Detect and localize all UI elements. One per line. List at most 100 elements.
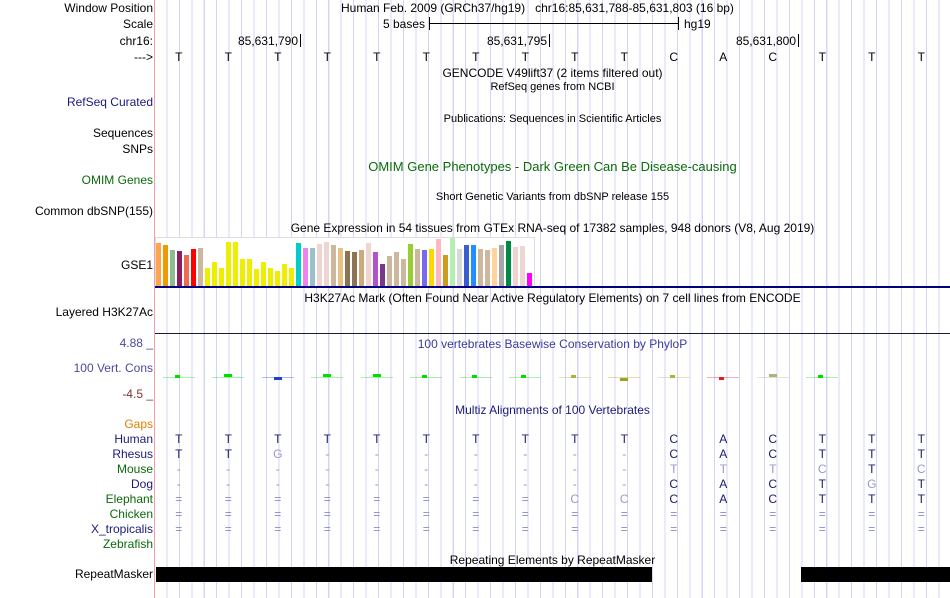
base-letter: T [571,50,579,64]
aligned-base: T [917,432,925,446]
gtex-bar[interactable] [331,245,336,287]
gtex-bar[interactable] [422,250,427,287]
gtex-bar[interactable] [457,249,462,287]
gencode-track-title[interactable]: GENCODE V49lift37 (2 items filtered out) [442,66,663,80]
gtex-bar[interactable] [310,248,315,287]
aligned-base: = [323,522,331,536]
species-label-elephant[interactable]: Elephant [105,492,153,506]
gtex-bar[interactable] [212,262,217,287]
gtex-bar[interactable] [177,251,182,287]
dbsnp-track-title[interactable]: Short Genetic Variants from dbSNP releas… [435,191,670,203]
snps-label[interactable]: SNPs [122,142,153,156]
aligned-base: C [669,447,679,461]
gtex-bar[interactable] [366,243,371,287]
h3k27ac-label[interactable]: Layered H3K27Ac [55,305,153,319]
sequences-label[interactable]: Sequences [92,126,153,140]
gtex-bar[interactable] [233,242,238,287]
gtex-bar[interactable] [443,255,448,287]
gtex-bar[interactable] [380,264,385,287]
gtex-bar[interactable] [506,241,511,287]
gtex-bar[interactable] [513,247,518,287]
gaps-label[interactable]: Gaps [124,417,153,431]
omim-track-title[interactable]: OMIM Gene Phenotypes - Dark Green Can Be… [368,159,737,174]
species-label-dog[interactable]: Dog [130,477,153,491]
publications-track-title[interactable]: Publications: Sequences in Scientific Ar… [443,113,662,125]
gtex-bar[interactable] [394,252,399,287]
gtex-bar[interactable] [450,238,455,287]
gtex-bar[interactable] [387,256,392,287]
gtex-bar[interactable] [268,268,273,287]
phylop-label[interactable]: 100 Vert. Cons [73,361,153,375]
aligned-base: - [374,477,379,491]
gtex-bar[interactable] [240,259,245,287]
repeat-element-2[interactable] [801,567,950,582]
gtex-bar[interactable] [184,255,189,287]
gtex-bar[interactable] [436,239,441,287]
aligned-base: T [917,447,925,461]
h3k27ac-track-title[interactable]: H3K27Ac Mark (Often Found Near Active Re… [304,291,801,305]
gtex-bar[interactable] [289,268,294,287]
gtex-bar[interactable] [303,248,308,287]
aligned-base: = [422,522,430,536]
aligned-base: T [175,447,183,461]
gse1-label[interactable]: GSE1 [120,258,153,272]
gtex-bar[interactable] [429,249,434,287]
gtex-bar[interactable] [520,246,525,287]
gtex-bar[interactable] [373,252,378,287]
gtex-bar[interactable] [198,248,203,287]
gtex-track-title[interactable]: Gene Expression in 54 tissues from GTEx … [290,221,815,235]
aligned-base: - [424,462,429,476]
aligned-base: - [572,447,577,461]
gtex-bar[interactable] [408,244,413,287]
phylop-track-title[interactable]: 100 vertebrates Basewise Conservation by… [417,337,688,351]
gtex-bar[interactable] [324,242,329,287]
aligned-base: = [422,492,430,506]
gtex-bar[interactable] [464,245,469,287]
species-label-x_tropicalis[interactable]: X_tropicalis [90,522,153,536]
gtex-bar[interactable] [401,259,406,287]
gtex-bar[interactable] [275,271,280,287]
refseq-track-title[interactable]: RefSeq genes from NCBI [490,81,615,93]
gtex-bar[interactable] [485,250,490,287]
gtex-bar[interactable] [296,243,301,287]
gtex-bar[interactable] [352,252,357,287]
gtex-bar[interactable] [254,269,259,287]
repeatmasker-label[interactable]: RepeatMasker [74,567,153,581]
species-label-rhesus[interactable]: Rhesus [112,447,153,461]
aligned-base: - [374,447,379,461]
gtex-bar[interactable] [170,250,175,287]
multiz-track-title[interactable]: Multiz Alignments of 100 Vertebrates [455,403,650,417]
repeatmasker-track-title[interactable]: Repeating Elements by RepeatMasker [449,553,656,567]
refseq-curated-label[interactable]: RefSeq Curated [66,95,153,109]
gtex-bar[interactable] [219,268,224,287]
gtex-bar[interactable] [527,273,532,287]
gtex-bar[interactable] [317,244,322,287]
gtex-bar[interactable] [163,245,168,287]
dbsnp-label[interactable]: Common dbSNP(155) [34,204,153,218]
gtex-bar[interactable] [205,268,210,287]
gtex-bar[interactable] [345,251,350,287]
gtex-bar[interactable] [282,264,287,287]
gtex-bar[interactable] [247,259,252,287]
repeat-element-1[interactable] [156,567,652,582]
gtex-bar[interactable] [471,245,476,287]
omim-genes-label[interactable]: OMIM Genes [81,173,153,187]
species-label-zebrafish[interactable]: Zebrafish [102,537,153,551]
gtex-bar[interactable] [338,248,343,287]
gtex-bar[interactable] [492,248,497,287]
gtex-bar[interactable] [499,245,504,287]
gtex-bar[interactable] [478,249,483,287]
species-label-human[interactable]: Human [114,432,153,446]
gtex-bar[interactable] [359,250,364,287]
gtex-bar[interactable] [191,249,196,287]
phylop-value [224,374,233,378]
species-label-chicken[interactable]: Chicken [109,507,153,521]
gtex-bar[interactable] [226,242,231,287]
gtex-bar[interactable] [261,262,266,287]
gtex-bar[interactable] [415,249,420,287]
species-label-mouse[interactable]: Mouse [116,462,153,476]
aligned-base: C [669,477,679,491]
gtex-box[interactable] [155,237,535,288]
aligned-base: A [719,447,728,461]
gtex-bar[interactable] [156,243,161,287]
